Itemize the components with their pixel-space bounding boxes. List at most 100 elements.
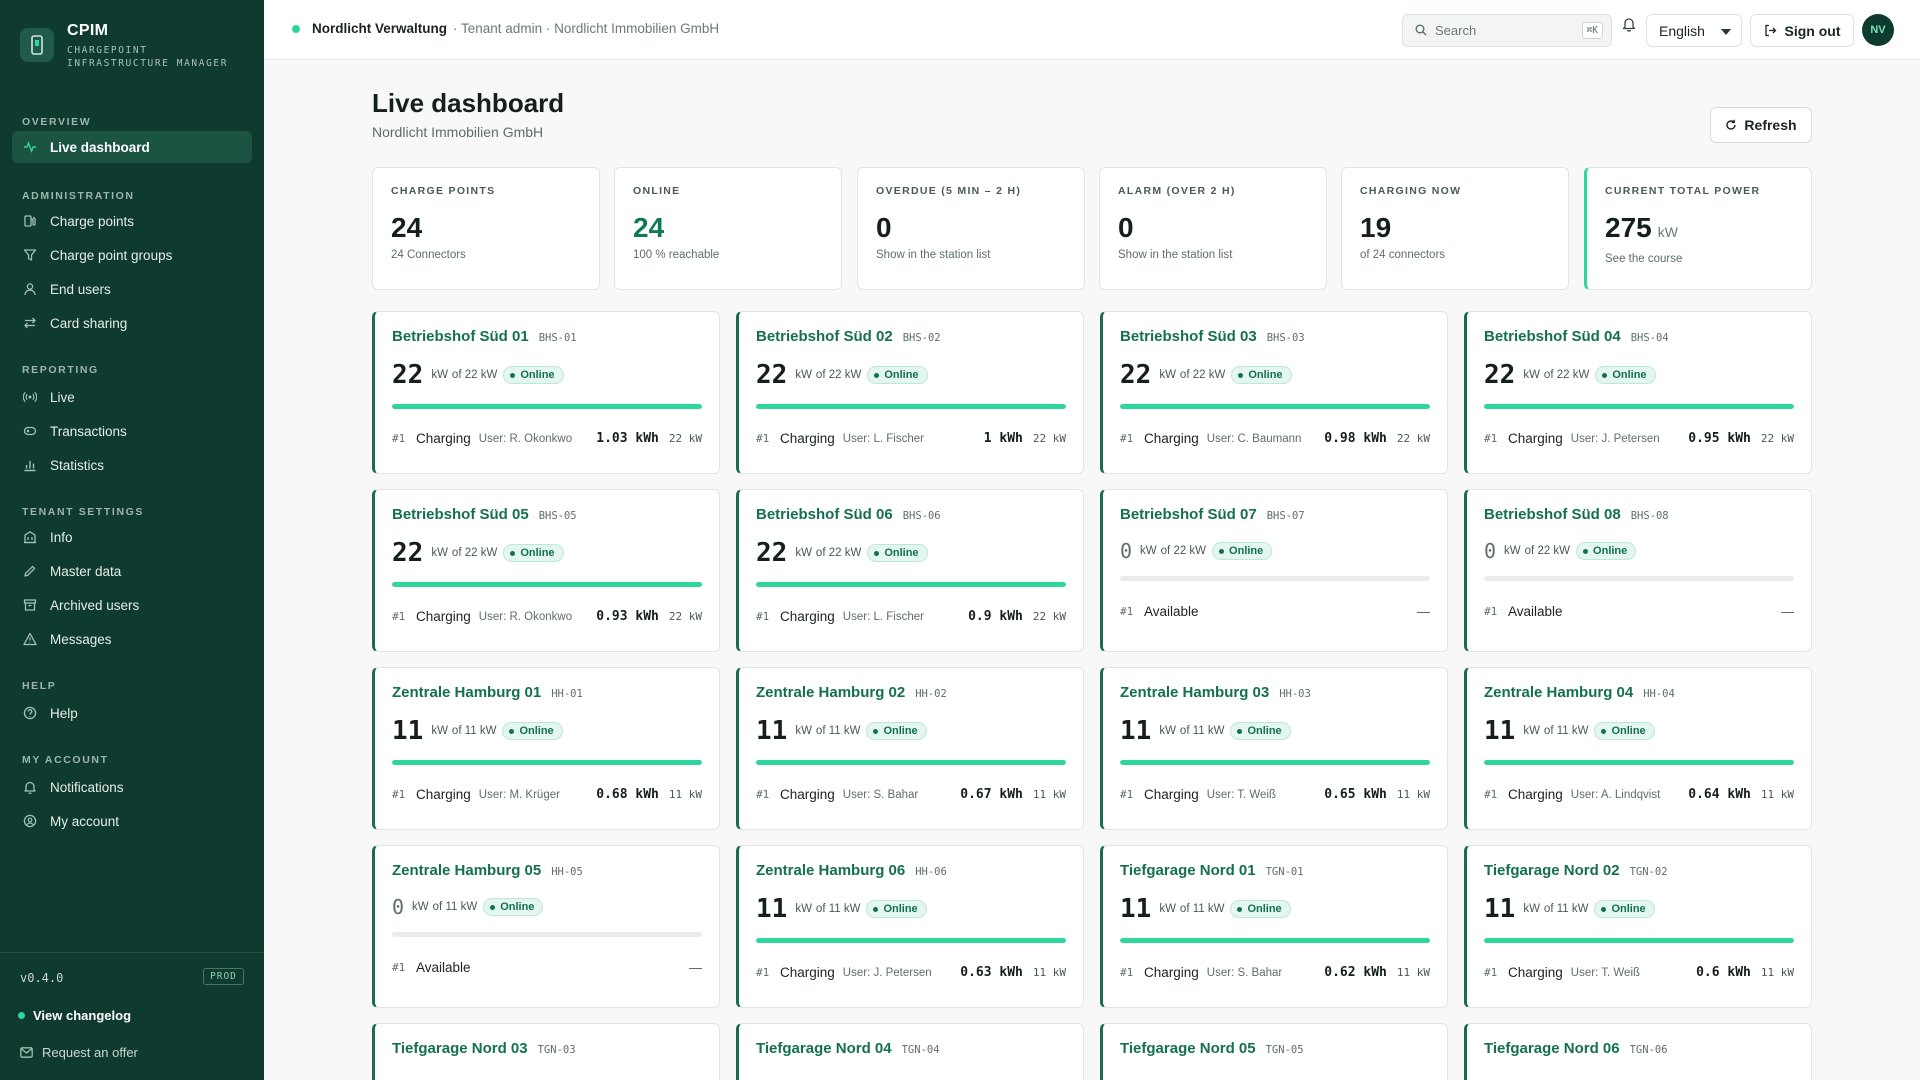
station-card[interactable]: Betriebshof Süd 05 BHS-05 22 kW of 22 kW Onli… (372, 489, 720, 652)
station-card[interactable]: Tiefgarage Nord 03 TGN-03 (372, 1023, 720, 1080)
station-card[interactable]: Tiefgarage Nord 05 TGN-05 (1100, 1023, 1448, 1080)
station-card[interactable]: Zentrale Hamburg 04 HH-04 11 kW of 11 kW Onli… (1464, 667, 1812, 830)
search-box[interactable]: ⌘K (1402, 14, 1612, 47)
kpi-subtext: 24 Connectors (391, 249, 466, 261)
station-card[interactable]: Zentrale Hamburg 01 HH-01 11 kW of 11 kW Onli… (372, 667, 720, 830)
connector-row[interactable]: #1 Charging User: T. Weiß 0.6 kWh 11 kW (1484, 965, 1794, 980)
session-energy: 1 kWh (983, 431, 1023, 446)
station-name[interactable]: Betriebshof Süd 04 (1484, 328, 1621, 345)
station-name[interactable]: Zentrale Hamburg 04 (1484, 684, 1634, 701)
connector-row[interactable]: #1 Charging User: R. Okonkwo 0.93 kWh 22 kW (392, 609, 702, 624)
sidebar-item-master-data[interactable]: Master data (12, 555, 252, 587)
sidebar-item-end-users[interactable]: End users (12, 273, 252, 305)
station-card[interactable]: Betriebshof Süd 02 BHS-02 22 kW of 22 kW Onli… (736, 311, 1084, 474)
sidebar-item-live-dashboard[interactable]: Live dashboard (12, 131, 252, 163)
connector-row[interactable]: #1 Charging User: C. Baumann 0.98 kWh 22 kW (1120, 431, 1430, 446)
notifications-bell-icon[interactable] (1622, 16, 1636, 35)
kpi-card[interactable]: CHARGING NOW 19 of 24 connectors (1341, 167, 1569, 290)
connector-row[interactable]: #1 Charging User: S. Bahar 0.67 kWh 11 kW (756, 787, 1066, 802)
station-name[interactable]: Betriebshof Süd 08 (1484, 506, 1621, 523)
station-card[interactable]: Zentrale Hamburg 05 HH-05 0 kW of 11 kW Onlin… (372, 845, 720, 1008)
connector-row[interactable]: #1 Charging User: M. Krüger 0.68 kWh 11 kW (392, 787, 702, 802)
kpi-card[interactable]: CHARGE POINTS 24 24 Connectors (372, 167, 600, 290)
brand[interactable]: CPIM CHARGEPOINT INFRASTRUCTURE MANAGER (20, 22, 228, 70)
sidebar-item-archived-users[interactable]: Archived users (12, 589, 252, 621)
sidebar-item-notifications[interactable]: Notifications (12, 771, 252, 803)
station-card[interactable]: Tiefgarage Nord 02 TGN-02 11 kW of 11 kW Onli… (1464, 845, 1812, 1008)
sidebar-item-live[interactable]: Live (12, 381, 252, 413)
station-card[interactable]: Betriebshof Süd 07 BHS-07 0 kW of 22 kW Onlin… (1100, 489, 1448, 652)
station-name[interactable]: Betriebshof Süd 05 (392, 506, 529, 523)
sidebar-item-info[interactable]: Info (12, 521, 252, 553)
station-card[interactable]: Zentrale Hamburg 06 HH-06 11 kW of 11 kW Onli… (736, 845, 1084, 1008)
user-avatar[interactable]: NV (1862, 14, 1894, 46)
station-name[interactable]: Tiefgarage Nord 05 (1120, 1040, 1256, 1057)
sidebar-item-transactions[interactable]: Transactions (12, 415, 252, 447)
sidebar-item-charge-points[interactable]: Charge points (12, 205, 252, 237)
tenant-indicator[interactable]: Nordlicht Verwaltung · Tenant admin · No… (292, 21, 719, 36)
station-code: TGN-03 (537, 1044, 576, 1056)
connector-row[interactable]: #1 Charging User: A. Lindqvist 0.64 kWh 11 k… (1484, 787, 1794, 802)
search-input[interactable] (1435, 23, 1565, 38)
connector-row[interactable]: #1 Available — (1120, 604, 1430, 619)
station-name[interactable]: Zentrale Hamburg 06 (756, 862, 906, 879)
connector-row[interactable]: #1 Charging User: L. Fischer 1 kWh 22 kW (756, 431, 1066, 446)
station-card[interactable]: Betriebshof Süd 06 BHS-06 22 kW of 22 kW Onli… (736, 489, 1084, 652)
sidebar-item-charge-point-groups[interactable]: Charge point groups (12, 239, 252, 271)
station-card[interactable]: Betriebshof Süd 04 BHS-04 22 kW of 22 kW Onli… (1464, 311, 1812, 474)
sidebar: CPIM CHARGEPOINT INFRASTRUCTURE MANAGER … (0, 0, 264, 1080)
kpi-card[interactable]: CURRENT TOTAL POWER 275 kW See the course (1584, 167, 1812, 290)
connector-row[interactable]: #1 Charging User: J. Petersen 0.63 kWh 11 kW (756, 965, 1066, 980)
station-name[interactable]: Zentrale Hamburg 02 (756, 684, 906, 701)
station-name[interactable]: Betriebshof Süd 07 (1120, 506, 1257, 523)
view-changelog-link[interactable]: View changelog (18, 1008, 131, 1023)
station-card[interactable]: Tiefgarage Nord 04 TGN-04 (736, 1023, 1084, 1080)
connector-row[interactable]: #1 Charging User: R. Okonkwo 1.03 kWh 22 kW (392, 431, 702, 446)
power-unit: kW (1523, 903, 1540, 915)
sidebar-item-messages[interactable]: Messages (12, 623, 252, 655)
connector-row[interactable]: #1 Available — (392, 960, 702, 975)
sidebar-item-statistics[interactable]: Statistics (12, 449, 252, 481)
max-power: of 11 kW (1543, 725, 1589, 737)
power-progress-bar (1120, 760, 1430, 765)
connector-row[interactable]: #1 Available — (1484, 604, 1794, 619)
station-name[interactable]: Betriebshof Süd 01 (392, 328, 529, 345)
request-offer-link[interactable]: Request an offer (20, 1045, 138, 1060)
sidebar-item-help[interactable]: Help (12, 697, 252, 729)
max-power: of 11 kW (1179, 725, 1225, 737)
kpi-card[interactable]: ALARM (OVER 2 H) 0 Show in the station lis… (1099, 167, 1327, 290)
station-name[interactable]: Betriebshof Süd 03 (1120, 328, 1257, 345)
refresh-button[interactable]: Refresh (1710, 107, 1812, 143)
station-card[interactable]: Tiefgarage Nord 06 TGN-06 (1464, 1023, 1812, 1080)
station-name[interactable]: Tiefgarage Nord 02 (1484, 862, 1620, 879)
station-name[interactable]: Betriebshof Süd 02 (756, 328, 893, 345)
station-name[interactable]: Tiefgarage Nord 04 (756, 1040, 892, 1057)
sidebar-item-my-account[interactable]: My account (12, 805, 252, 837)
station-name[interactable]: Betriebshof Süd 06 (756, 506, 893, 523)
station-card[interactable]: Betriebshof Süd 08 BHS-08 0 kW of 22 kW Onlin… (1464, 489, 1812, 652)
station-name[interactable]: Zentrale Hamburg 05 (392, 862, 542, 879)
current-power: 11 (1484, 716, 1516, 746)
connector-row[interactable]: #1 Charging User: J. Petersen 0.95 kWh 22 kW (1484, 431, 1794, 446)
connector-user: User: S. Bahar (842, 788, 919, 801)
connector-row[interactable]: #1 Charging User: T. Weiß 0.65 kWh 11 kW (1120, 787, 1430, 802)
kpi-card[interactable]: ONLINE 24 100 % reachable (614, 167, 842, 290)
language-select[interactable]: English (1646, 14, 1742, 47)
station-name[interactable]: Tiefgarage Nord 01 (1120, 862, 1256, 879)
station-card[interactable]: Zentrale Hamburg 03 HH-03 11 kW of 11 kW Onli… (1100, 667, 1448, 830)
station-name[interactable]: Tiefgarage Nord 06 (1484, 1040, 1620, 1057)
station-card[interactable]: Betriebshof Süd 01 BHS-01 22 kW of 22 kW Onli… (372, 311, 720, 474)
sign-out-button[interactable]: Sign out (1750, 14, 1854, 47)
station-card[interactable]: Betriebshof Süd 03 BHS-03 22 kW of 22 kW Onli… (1100, 311, 1448, 474)
brand-subtitle: CHARGEPOINT INFRASTRUCTURE MANAGER (67, 45, 229, 69)
kpi-card[interactable]: OVERDUE (5 MIN – 2 H) 0 Show in the statio… (857, 167, 1085, 290)
station-name[interactable]: Zentrale Hamburg 01 (392, 684, 542, 701)
station-name[interactable]: Zentrale Hamburg 03 (1120, 684, 1270, 701)
connector-row[interactable]: #1 Charging User: S. Bahar 0.62 kWh 11 kW (1120, 965, 1430, 980)
connector-row[interactable]: #1 Charging User: L. Fischer 0.9 kWh 22 kW (756, 609, 1066, 624)
station-card[interactable]: Zentrale Hamburg 02 HH-02 11 kW of 11 kW Onli… (736, 667, 1084, 830)
session-energy: 0.9 kWh (968, 609, 1023, 624)
station-name[interactable]: Tiefgarage Nord 03 (392, 1040, 528, 1057)
station-card[interactable]: Tiefgarage Nord 01 TGN-01 11 kW of 11 kW Onli… (1100, 845, 1448, 1008)
sidebar-item-card-sharing[interactable]: Card sharing (12, 307, 252, 339)
